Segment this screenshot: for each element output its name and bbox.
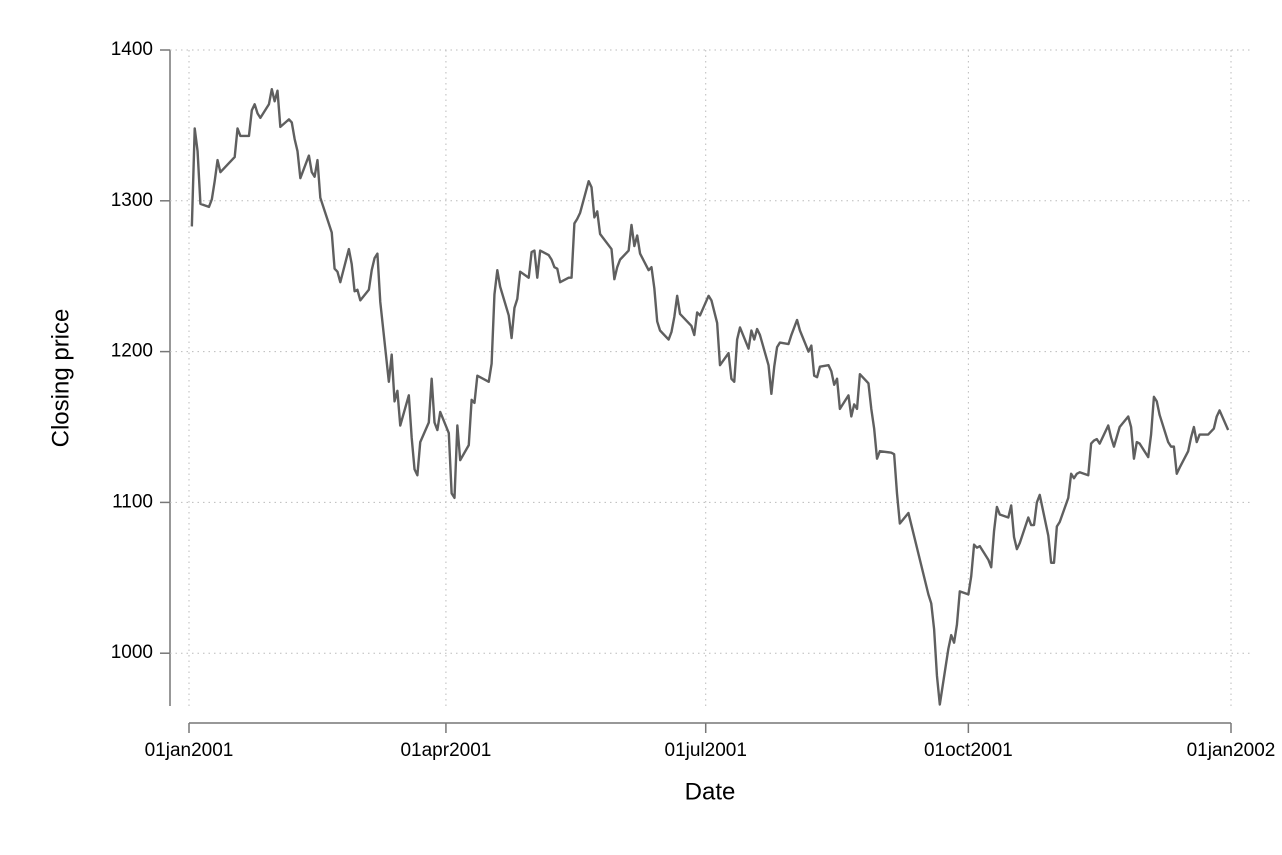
y-tick-label: 1000 bbox=[111, 642, 153, 663]
x-tick-label: 01oct2001 bbox=[924, 740, 1013, 761]
x-tick-label: 01jul2001 bbox=[665, 740, 747, 761]
y-axis-title: Closing price bbox=[47, 309, 74, 448]
y-tick-label: 1400 bbox=[111, 39, 153, 60]
y-tick-label: 1100 bbox=[112, 491, 153, 512]
y-tick-label: 1200 bbox=[111, 341, 153, 362]
x-axis-title: Date bbox=[685, 778, 736, 805]
x-tick-label: 01jan2002 bbox=[1187, 740, 1276, 761]
price-line bbox=[190, 88, 1230, 706]
x-tick-label: 01apr2001 bbox=[400, 740, 491, 761]
y-tick-label: 1300 bbox=[111, 190, 153, 211]
x-tick-label: 01jan2001 bbox=[145, 740, 234, 761]
